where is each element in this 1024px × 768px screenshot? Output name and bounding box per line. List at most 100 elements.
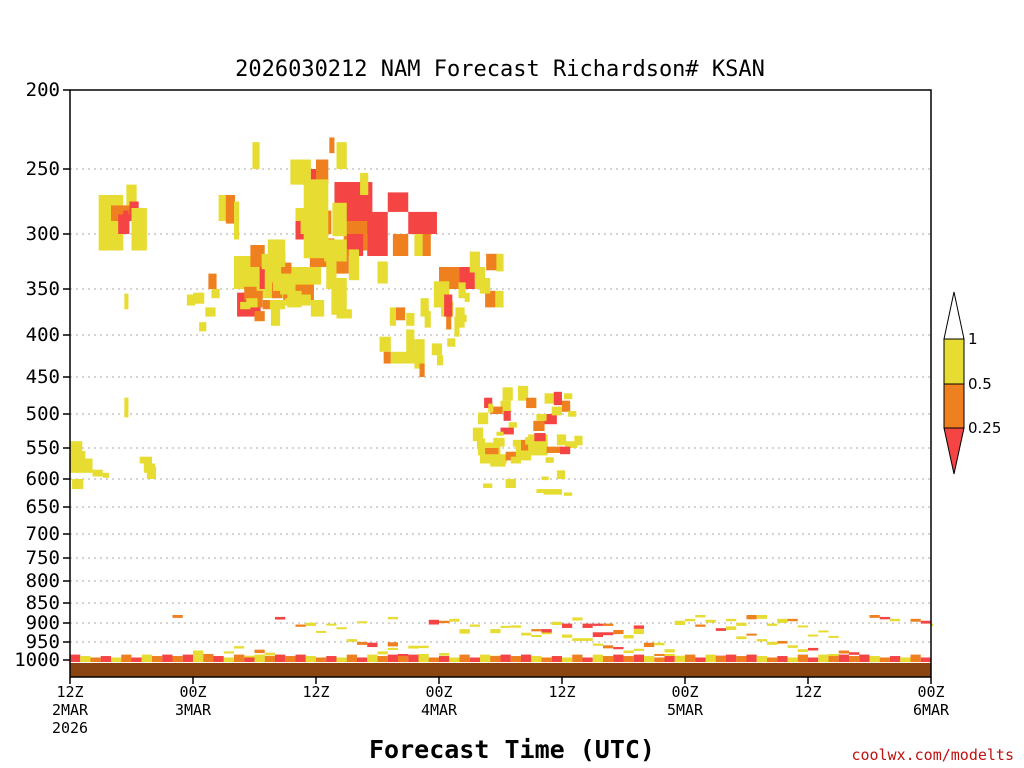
y-tick-label-400: 400 (26, 324, 60, 346)
ri-cell-70 (357, 641, 368, 645)
ri-surface-24 (316, 657, 327, 662)
ri-surface-51 (592, 654, 603, 662)
ri-block-88 (244, 286, 257, 301)
x-axis-title: Forecast Time (UTC) (369, 735, 655, 764)
ri-surface-63 (715, 656, 726, 662)
ri-block-low-3 (92, 469, 103, 477)
ri-block-99 (272, 239, 286, 267)
ri-block-low-43 (536, 414, 547, 421)
ri-surface-33 (408, 654, 419, 662)
ri-cell-81 (490, 629, 501, 634)
ri-cell-8 (418, 653, 429, 657)
ri-block-low-37 (533, 420, 545, 431)
ri-cell-49 (797, 625, 808, 628)
ri-block-25 (387, 192, 409, 212)
ri-surface-74 (828, 656, 839, 662)
ri-block-59 (336, 309, 352, 319)
ri-cell-108 (808, 647, 819, 651)
ri-cell-82 (521, 632, 532, 636)
ri-cell-78 (439, 620, 450, 624)
ri-block-43 (395, 307, 406, 321)
ri-cell-115 (879, 616, 890, 620)
ri-block-28 (329, 137, 335, 154)
ri-block-low-57 (551, 406, 562, 416)
ri-cell-95 (664, 653, 675, 657)
ri-cell-69 (367, 642, 378, 648)
ri-block-low-27 (500, 427, 514, 435)
ri-block-102 (446, 314, 452, 330)
ri-surface-48 (562, 657, 573, 662)
ri-block-low-47 (500, 400, 511, 413)
ri-cell-105 (777, 640, 788, 644)
ri-block-low-1 (70, 451, 86, 473)
x-tick-label-72-1: 12Z (794, 683, 821, 701)
ri-block-63 (310, 300, 325, 317)
ri-block-113 (285, 298, 301, 306)
ri-block-79 (199, 322, 207, 332)
ri-block-low-45 (517, 385, 529, 401)
ri-block-low-12 (493, 437, 505, 447)
ri-surface-17 (244, 657, 255, 662)
ri-block-low-50 (477, 412, 489, 425)
ri-surface-70 (787, 657, 798, 662)
ri-surface-43 (510, 656, 521, 662)
ri-surface-35 (428, 657, 439, 662)
ri-block-86 (261, 253, 270, 270)
ri-block-low-28 (496, 431, 504, 436)
x-tick-label-12-1: 00Z (179, 683, 206, 701)
ri-cell-80 (459, 629, 470, 633)
ri-cell-98 (674, 620, 685, 625)
ri-cell-27 (603, 632, 614, 636)
ri-surface-0 (70, 654, 81, 662)
ri-cell-54 (203, 653, 214, 658)
ri-surface-75 (838, 654, 849, 662)
ri-surface-61 (695, 657, 706, 662)
ri-surface-68 (767, 657, 778, 662)
ri-cell-51 (828, 635, 839, 638)
ri-block-low-25 (518, 450, 532, 461)
ri-block-119 (496, 253, 504, 272)
ri-surface-38 (459, 654, 470, 662)
ri-block-118 (486, 253, 499, 271)
ri-cell-48 (767, 623, 778, 626)
ri-surface-25 (326, 656, 337, 662)
ri-surface-60 (685, 654, 696, 662)
ri-block-12 (234, 201, 240, 240)
x-tick-label-12-2: 3MAR (175, 701, 212, 719)
ri-cell-73 (398, 653, 409, 658)
y-tick-label-250: 250 (26, 158, 60, 180)
ri-cell-44 (736, 622, 747, 626)
ri-cell-118 (910, 618, 921, 622)
ri-cell-64 (234, 646, 245, 649)
ri-cell-37 (654, 653, 665, 656)
ri-block-109 (458, 282, 466, 299)
ri-cell-58 (172, 615, 183, 618)
ri-surface-26 (336, 657, 347, 662)
ri-block-low-30 (546, 446, 562, 453)
ri-block-low-20 (510, 456, 521, 464)
ri-surface-42 (500, 654, 511, 662)
ri-block-105 (444, 294, 453, 317)
ri-block-4 (131, 208, 147, 251)
ri-surface-73 (818, 654, 829, 662)
ri-surface-52 (603, 656, 614, 662)
ri-surface-5 (121, 654, 132, 662)
ri-block-low-42 (564, 492, 573, 496)
ri-cell-116 (890, 618, 901, 622)
y-tick-label-450: 450 (26, 366, 60, 388)
ri-block-low-39 (505, 479, 516, 488)
ri-block-40 (485, 290, 496, 308)
ri-block-low-2 (84, 458, 93, 473)
ri-block-13 (252, 142, 260, 169)
ri-block-56 (348, 249, 360, 281)
ri-block-110 (431, 343, 443, 356)
ri-block-80 (193, 292, 205, 304)
ri-cell-43 (756, 615, 767, 619)
ri-block-low-23 (545, 457, 554, 463)
ri-cell-23 (603, 623, 614, 626)
ri-surface-2 (90, 657, 101, 662)
ri-block-35 (414, 234, 423, 256)
ri-block-77 (211, 289, 220, 299)
ri-block-45 (379, 336, 391, 352)
